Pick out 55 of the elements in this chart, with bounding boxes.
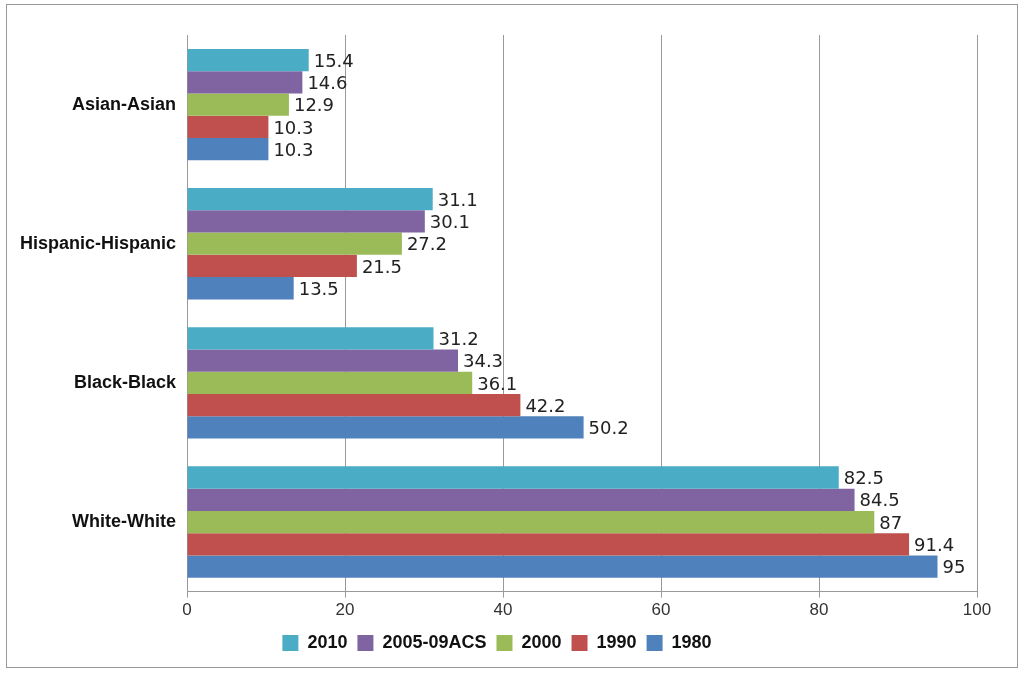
- y-tick-label: Black-Black: [73, 371, 178, 392]
- y-tick-label: Hispanic-Hispanic: [19, 232, 177, 253]
- bar: [187, 93, 289, 116]
- data-label: 82.5: [843, 467, 884, 489]
- bar: [187, 555, 938, 578]
- legend-label: 2005-09ACS: [382, 631, 487, 652]
- x-tick-label: 60: [651, 600, 671, 620]
- data-label: 84.5: [859, 489, 900, 511]
- bar: [187, 71, 303, 94]
- bar: [187, 115, 269, 138]
- data-label: 10.3: [273, 138, 314, 160]
- bar: [187, 327, 434, 350]
- legend-label: 1990: [596, 631, 637, 652]
- x-tick-label: 100: [962, 600, 992, 620]
- y-tick-label: Asian-Asian: [72, 93, 177, 114]
- data-label: 31.2: [438, 328, 479, 350]
- data-label: 50.2: [588, 417, 629, 439]
- data-label: 30.1: [429, 211, 470, 233]
- bar: [187, 277, 294, 300]
- bar: [187, 188, 433, 211]
- legend-label: 2010: [307, 631, 348, 652]
- data-label: 87: [879, 511, 903, 533]
- x-tick-label: 20: [335, 600, 355, 620]
- legend-label: 2000: [521, 631, 562, 652]
- bar: [187, 48, 309, 72]
- x-tick-label: 80: [809, 600, 829, 620]
- x-tick-label: 0: [182, 600, 192, 620]
- data-label: 12.9: [293, 94, 335, 116]
- data-label: 14.6: [307, 71, 348, 93]
- data-label: 91.4: [914, 533, 955, 555]
- bar: [187, 254, 357, 278]
- data-label: 95: [942, 556, 966, 578]
- bar: [187, 488, 855, 511]
- legend-label: 1980: [671, 631, 712, 652]
- data-label: 27.2: [406, 233, 447, 255]
- bar: [187, 137, 269, 161]
- data-label: 13.5: [298, 277, 339, 299]
- y-tick-label: White-White: [72, 510, 177, 531]
- data-label: 21.5: [361, 255, 402, 277]
- bar: [187, 533, 910, 556]
- bar: [187, 349, 458, 372]
- data-label: 34.3: [463, 350, 504, 372]
- data-label: 15.4: [313, 49, 354, 71]
- bar: [187, 394, 521, 417]
- data-label: 31.1: [437, 188, 478, 210]
- bar: [187, 210, 425, 233]
- bar: [187, 232, 402, 255]
- bar: [187, 416, 584, 439]
- x-tick-label: 40: [493, 600, 513, 620]
- bar: [187, 466, 839, 489]
- bar: [187, 371, 473, 395]
- data-label: 10.3: [273, 116, 314, 138]
- data-label: 36.1: [477, 372, 518, 394]
- bar: [187, 510, 875, 534]
- data-label: 42.2: [525, 394, 566, 416]
